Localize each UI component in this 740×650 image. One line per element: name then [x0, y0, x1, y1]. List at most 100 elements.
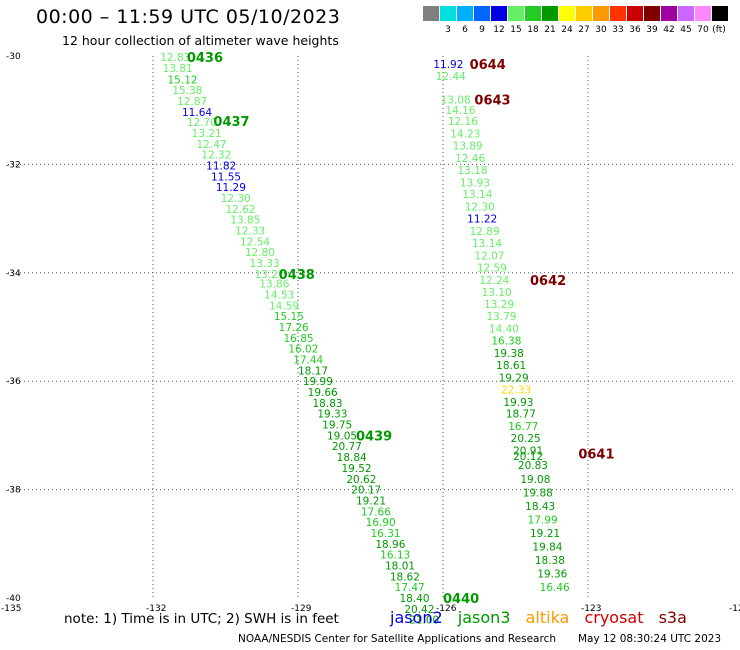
scale-swatch	[644, 6, 660, 21]
scale-label: 9	[479, 25, 485, 35]
scale-swatch	[457, 6, 473, 21]
wave-height-value: 19.05	[327, 430, 357, 442]
wave-height-value: 13.10	[482, 287, 512, 299]
pass-time-label: 0643	[474, 93, 510, 108]
wave-height-value: 16.02	[288, 344, 318, 356]
wave-height-value: 20.91	[513, 446, 543, 458]
wave-height-value: 12.54	[240, 236, 270, 248]
wave-height-value: 14.23	[450, 129, 480, 141]
wave-height-value: 19.66	[308, 387, 338, 399]
wave-height-value: 14.40	[489, 324, 519, 336]
wave-height-value: 19.21	[356, 495, 386, 507]
wave-height-value: 11.82	[206, 160, 236, 172]
wave-height-value: 17.44	[293, 355, 323, 367]
pass-time-label: 0437	[213, 115, 249, 130]
legend-altika: altika	[525, 608, 570, 627]
wave-height-value: 12.16	[448, 116, 478, 128]
lon-tick-label: -120	[729, 604, 740, 614]
wave-height-value: 19.38	[494, 348, 524, 360]
wave-height-value: 19.84	[532, 542, 562, 554]
wave-height-value: 12.32	[201, 150, 231, 162]
wave-height-value: 13.93	[460, 177, 490, 189]
pass-time-label: 0641	[578, 447, 614, 462]
wave-height-value: 19.52	[342, 463, 372, 475]
scale-label: 70	[697, 25, 709, 35]
scale-swatch	[491, 6, 507, 21]
wave-height-value: 12.70	[187, 117, 217, 129]
wave-height-value: 19.29	[499, 372, 529, 384]
scale-label: 33	[612, 25, 624, 35]
wave-height-value: 19.75	[322, 420, 352, 432]
wave-height-value: 20.25	[511, 433, 541, 445]
wave-height-value: 16.85	[284, 333, 314, 345]
wave-height-value: 17.47	[395, 582, 425, 594]
scale-swatch	[576, 6, 592, 21]
wave-height-value: 12.24	[479, 275, 509, 287]
satellite-legend: jason2 jason3 altika cryosat s3a	[390, 608, 697, 627]
wave-height-value: 15.12	[168, 74, 198, 86]
wave-height-value: 16.90	[366, 517, 396, 529]
wave-height-value: 12.80	[245, 247, 275, 259]
lat-tick-label: -38	[6, 486, 21, 496]
legend-jason3: jason3	[457, 608, 511, 627]
wave-height-value: 13.14	[472, 238, 502, 250]
scale-label: 36	[629, 25, 641, 35]
wave-height-value: 12.44	[436, 71, 466, 83]
wave-height-value: 11.64	[182, 107, 212, 119]
wave-height-value: 17.99	[528, 514, 558, 526]
lat-tick-label: -32	[6, 160, 21, 170]
legend-jason2: jason2	[390, 608, 443, 627]
scale-label: 12	[493, 25, 505, 35]
wave-height-value: 13.27	[255, 269, 285, 281]
wave-height-value: 12.46	[455, 153, 485, 165]
wave-height-value: 18.17	[298, 365, 328, 377]
scale-swatch	[627, 6, 643, 21]
page-subtitle: 12 hour collection of altimeter wave hei…	[62, 33, 339, 48]
wave-height-value: 11.92	[433, 59, 463, 71]
scale-swatch	[542, 6, 558, 21]
wave-height-value: 18.01	[385, 560, 415, 572]
scale-swatch	[559, 6, 575, 21]
wave-height-value: 19.36	[537, 569, 567, 581]
scale-swatch	[695, 6, 711, 21]
wave-height-value: 11.29	[216, 182, 246, 194]
wave-height-value: 16.31	[371, 528, 401, 540]
scale-unit: (ft)	[712, 25, 726, 35]
lat-tick-label: -34	[6, 269, 21, 279]
lat-tick-label: -36	[6, 377, 21, 387]
scale-label: 42	[663, 25, 675, 35]
footer-note: note: 1) Time is in UTC; 2) SWH is in fe…	[64, 611, 339, 627]
wave-height-value: 19.08	[520, 474, 550, 486]
wave-height-value: 13.18	[458, 165, 488, 177]
wave-height-value: 20.83	[518, 460, 548, 472]
wave-height-value: 15.38	[172, 85, 202, 97]
wave-height-value: 20.12	[513, 451, 543, 463]
credit-line: NOAA/NESDIS Center for Satellite Applica…	[238, 633, 556, 645]
wave-height-value: 13.14	[462, 189, 492, 201]
pass-time-label: 0439	[356, 429, 392, 444]
wave-height-value: 18.77	[506, 409, 536, 421]
wave-height-value: 22.33	[501, 384, 531, 396]
wave-height-value: 12.83	[160, 52, 190, 64]
wave-height-value: 13.21	[192, 128, 222, 140]
wave-height-value: 13.79	[487, 311, 517, 323]
pass-time-label: 0440	[443, 592, 479, 607]
wave-height-value: 13.85	[230, 215, 260, 227]
scale-label: 30	[595, 25, 607, 35]
wave-height-value: 12.87	[177, 96, 207, 108]
wave-height-value: 12.30	[221, 193, 251, 205]
wave-height-value: 13.86	[259, 279, 289, 291]
page-title: 00:00 – 11:59 UTC 05/10/2023	[36, 6, 341, 28]
wave-height-value: 14.59	[269, 300, 299, 312]
wave-height-value: 14.16	[445, 105, 475, 117]
wave-height-value: 20.77	[332, 441, 362, 453]
legend-cryosat: cryosat	[584, 608, 644, 627]
wave-height-value: 19.88	[523, 487, 553, 499]
wave-height-value: 18.43	[525, 501, 555, 513]
wave-height-value: 18.96	[375, 539, 405, 551]
wave-height-value: 19.99	[303, 376, 333, 388]
wave-height-value: 14.53	[264, 289, 294, 301]
wave-height-value: 20.62	[346, 474, 376, 486]
scale-swatch	[508, 6, 524, 21]
